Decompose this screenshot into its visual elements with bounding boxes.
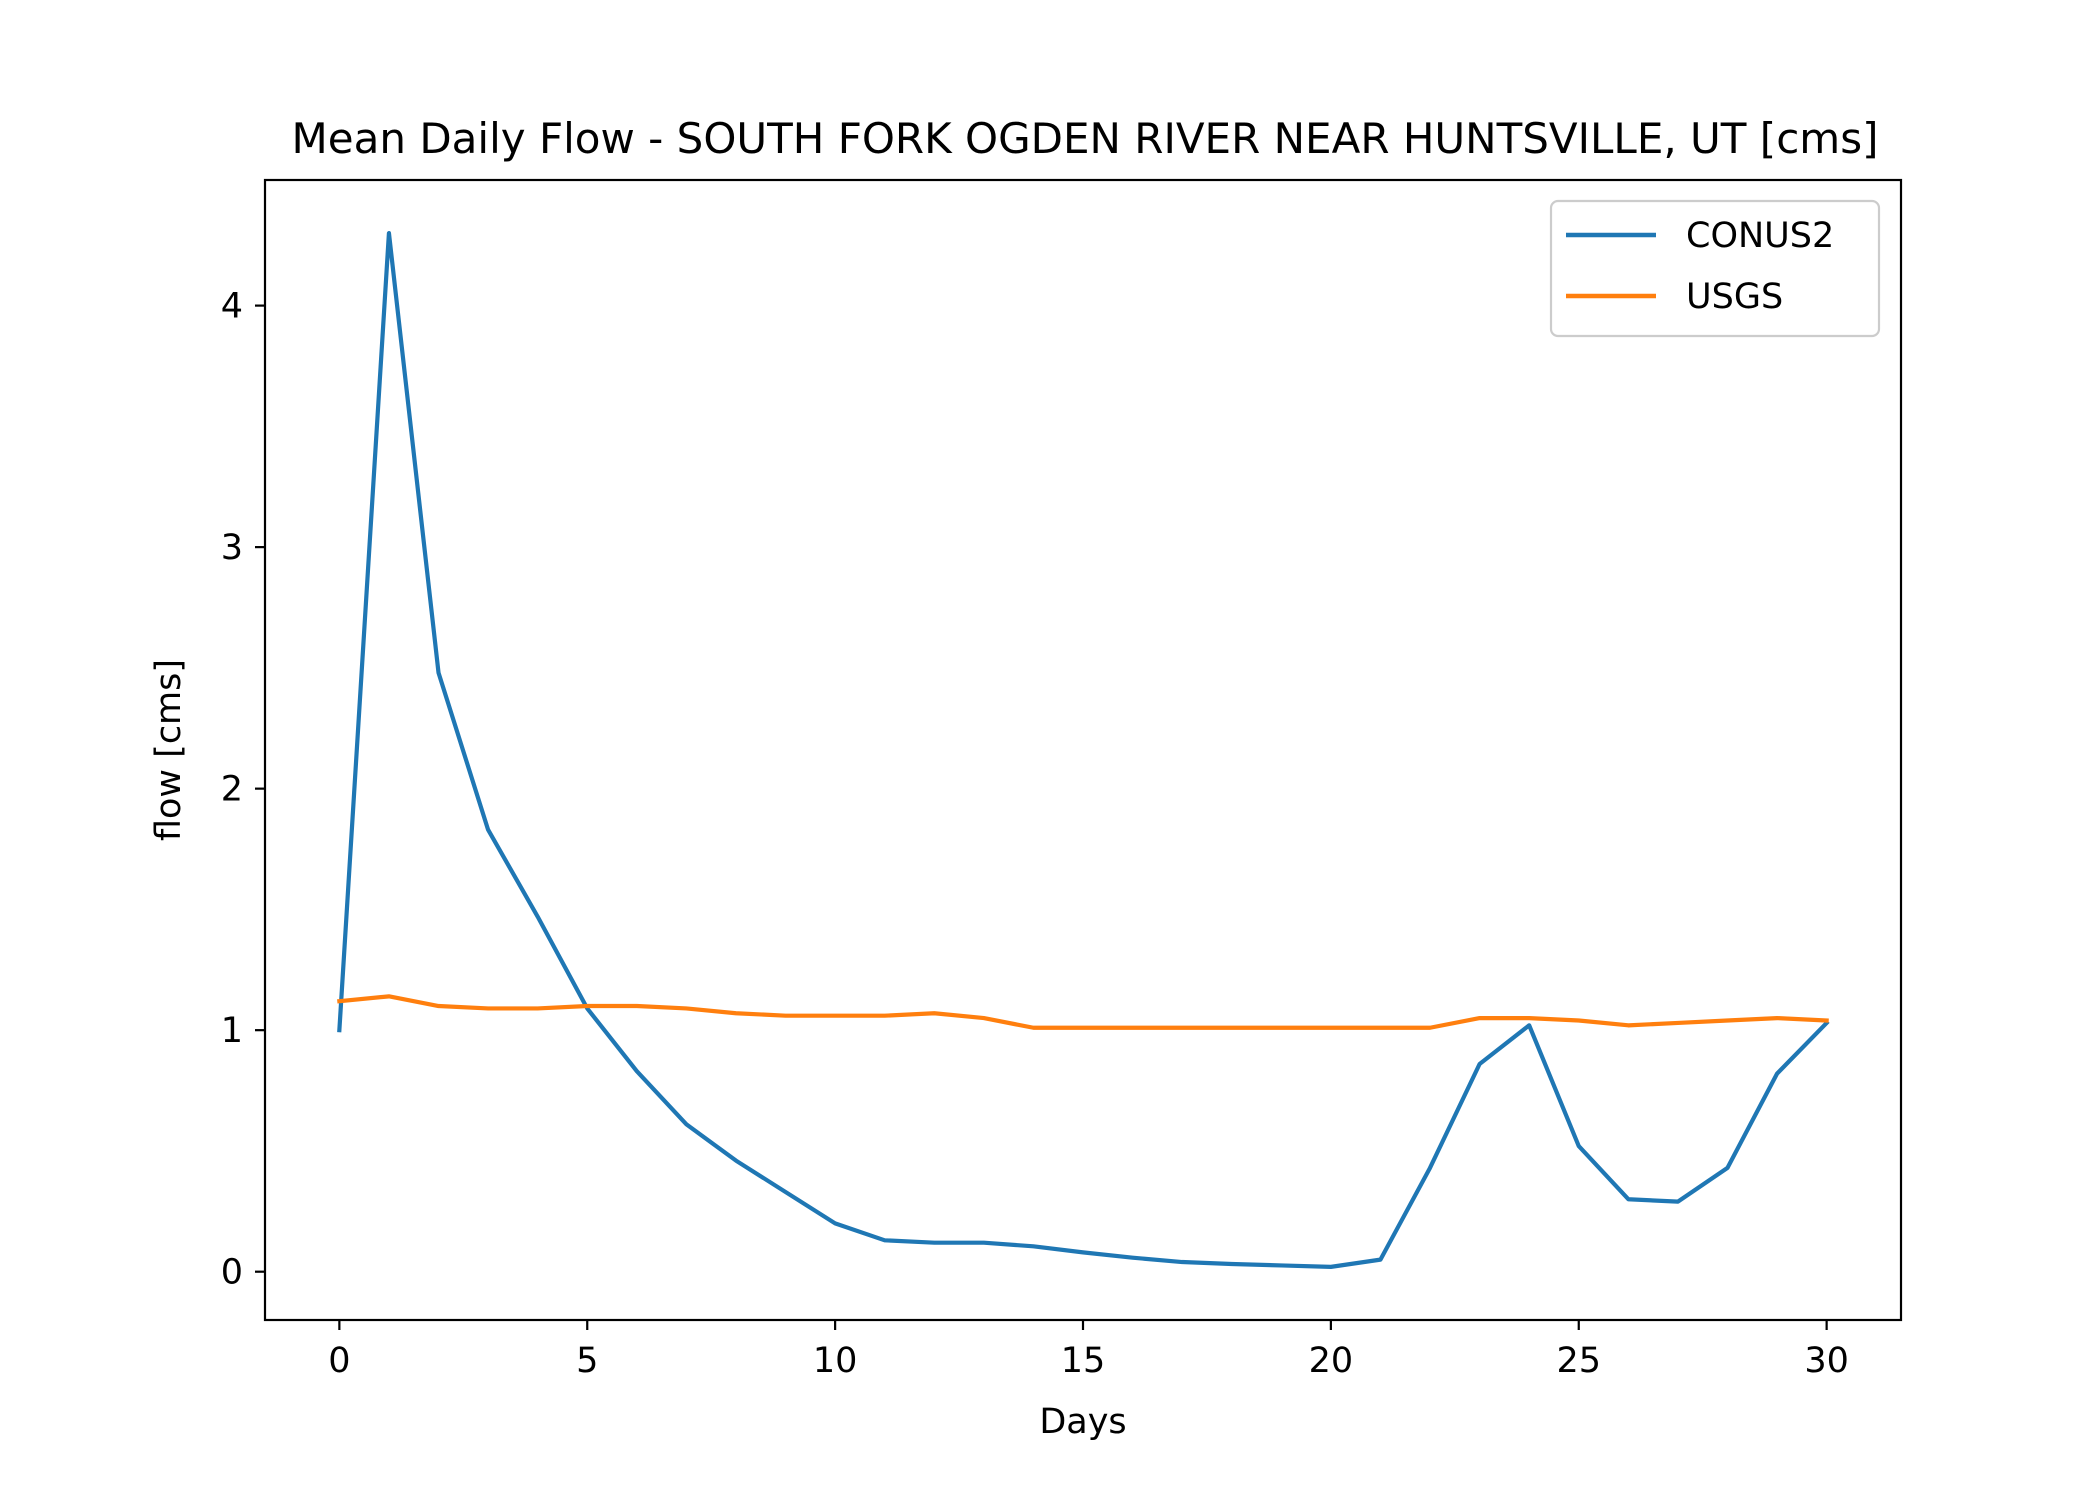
- legend-label-conus2: CONUS2: [1686, 216, 1834, 256]
- series-layer: [337, 231, 1830, 1269]
- y-tick-label: 0: [221, 1253, 243, 1293]
- x-tick-label: 30: [1804, 1341, 1849, 1381]
- legend: CONUS2 USGS: [1549, 199, 1881, 338]
- y-tick-label: 2: [221, 770, 243, 810]
- legend-label-usgs: USGS: [1686, 277, 1783, 317]
- x-tick-label: 20: [1309, 1341, 1354, 1381]
- y-tick-label: 1: [221, 1011, 243, 1051]
- x-axis-label: Days: [1039, 1402, 1126, 1442]
- x-axis: 0 5 10 15 20 25 30: [328, 1320, 1849, 1381]
- x-tick-label: 10: [813, 1341, 858, 1381]
- plot-frame: [263, 178, 1903, 1322]
- x-tick-label: 25: [1556, 1341, 1601, 1381]
- x-tick-label: 5: [576, 1341, 598, 1381]
- y-axis: 0 1 2 3 4: [221, 287, 265, 1293]
- series-line-usgs: [337, 994, 1829, 1030]
- x-tick-label: 0: [328, 1341, 350, 1381]
- y-tick-label: 3: [221, 528, 243, 568]
- chart-title: Mean Daily Flow - SOUTH FORK OGDEN RIVER…: [292, 114, 1879, 163]
- series-line-conus2: [337, 231, 1830, 1269]
- y-tick-label: 4: [221, 287, 243, 327]
- x-tick-label: 15: [1061, 1341, 1106, 1381]
- y-axis-label: flow [cms]: [149, 659, 189, 841]
